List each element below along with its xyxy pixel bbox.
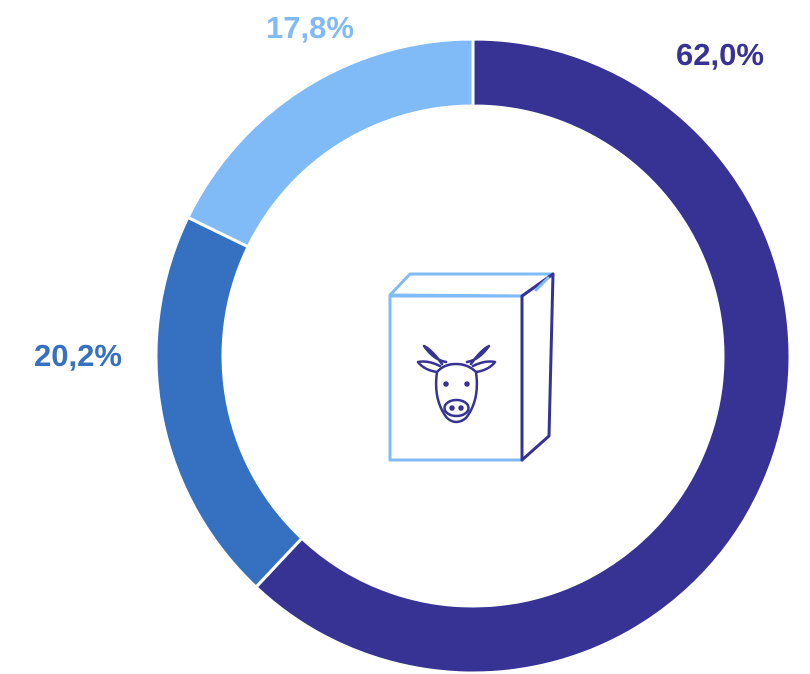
milk-carton-icon bbox=[388, 272, 555, 462]
data-label: 17,8% bbox=[266, 10, 354, 45]
donut-segment bbox=[253, 37, 792, 674]
donut-segment bbox=[154, 215, 304, 590]
data-label: 20,2% bbox=[34, 338, 122, 373]
donut-segment bbox=[185, 37, 475, 249]
data-label: 62,0% bbox=[676, 37, 764, 72]
